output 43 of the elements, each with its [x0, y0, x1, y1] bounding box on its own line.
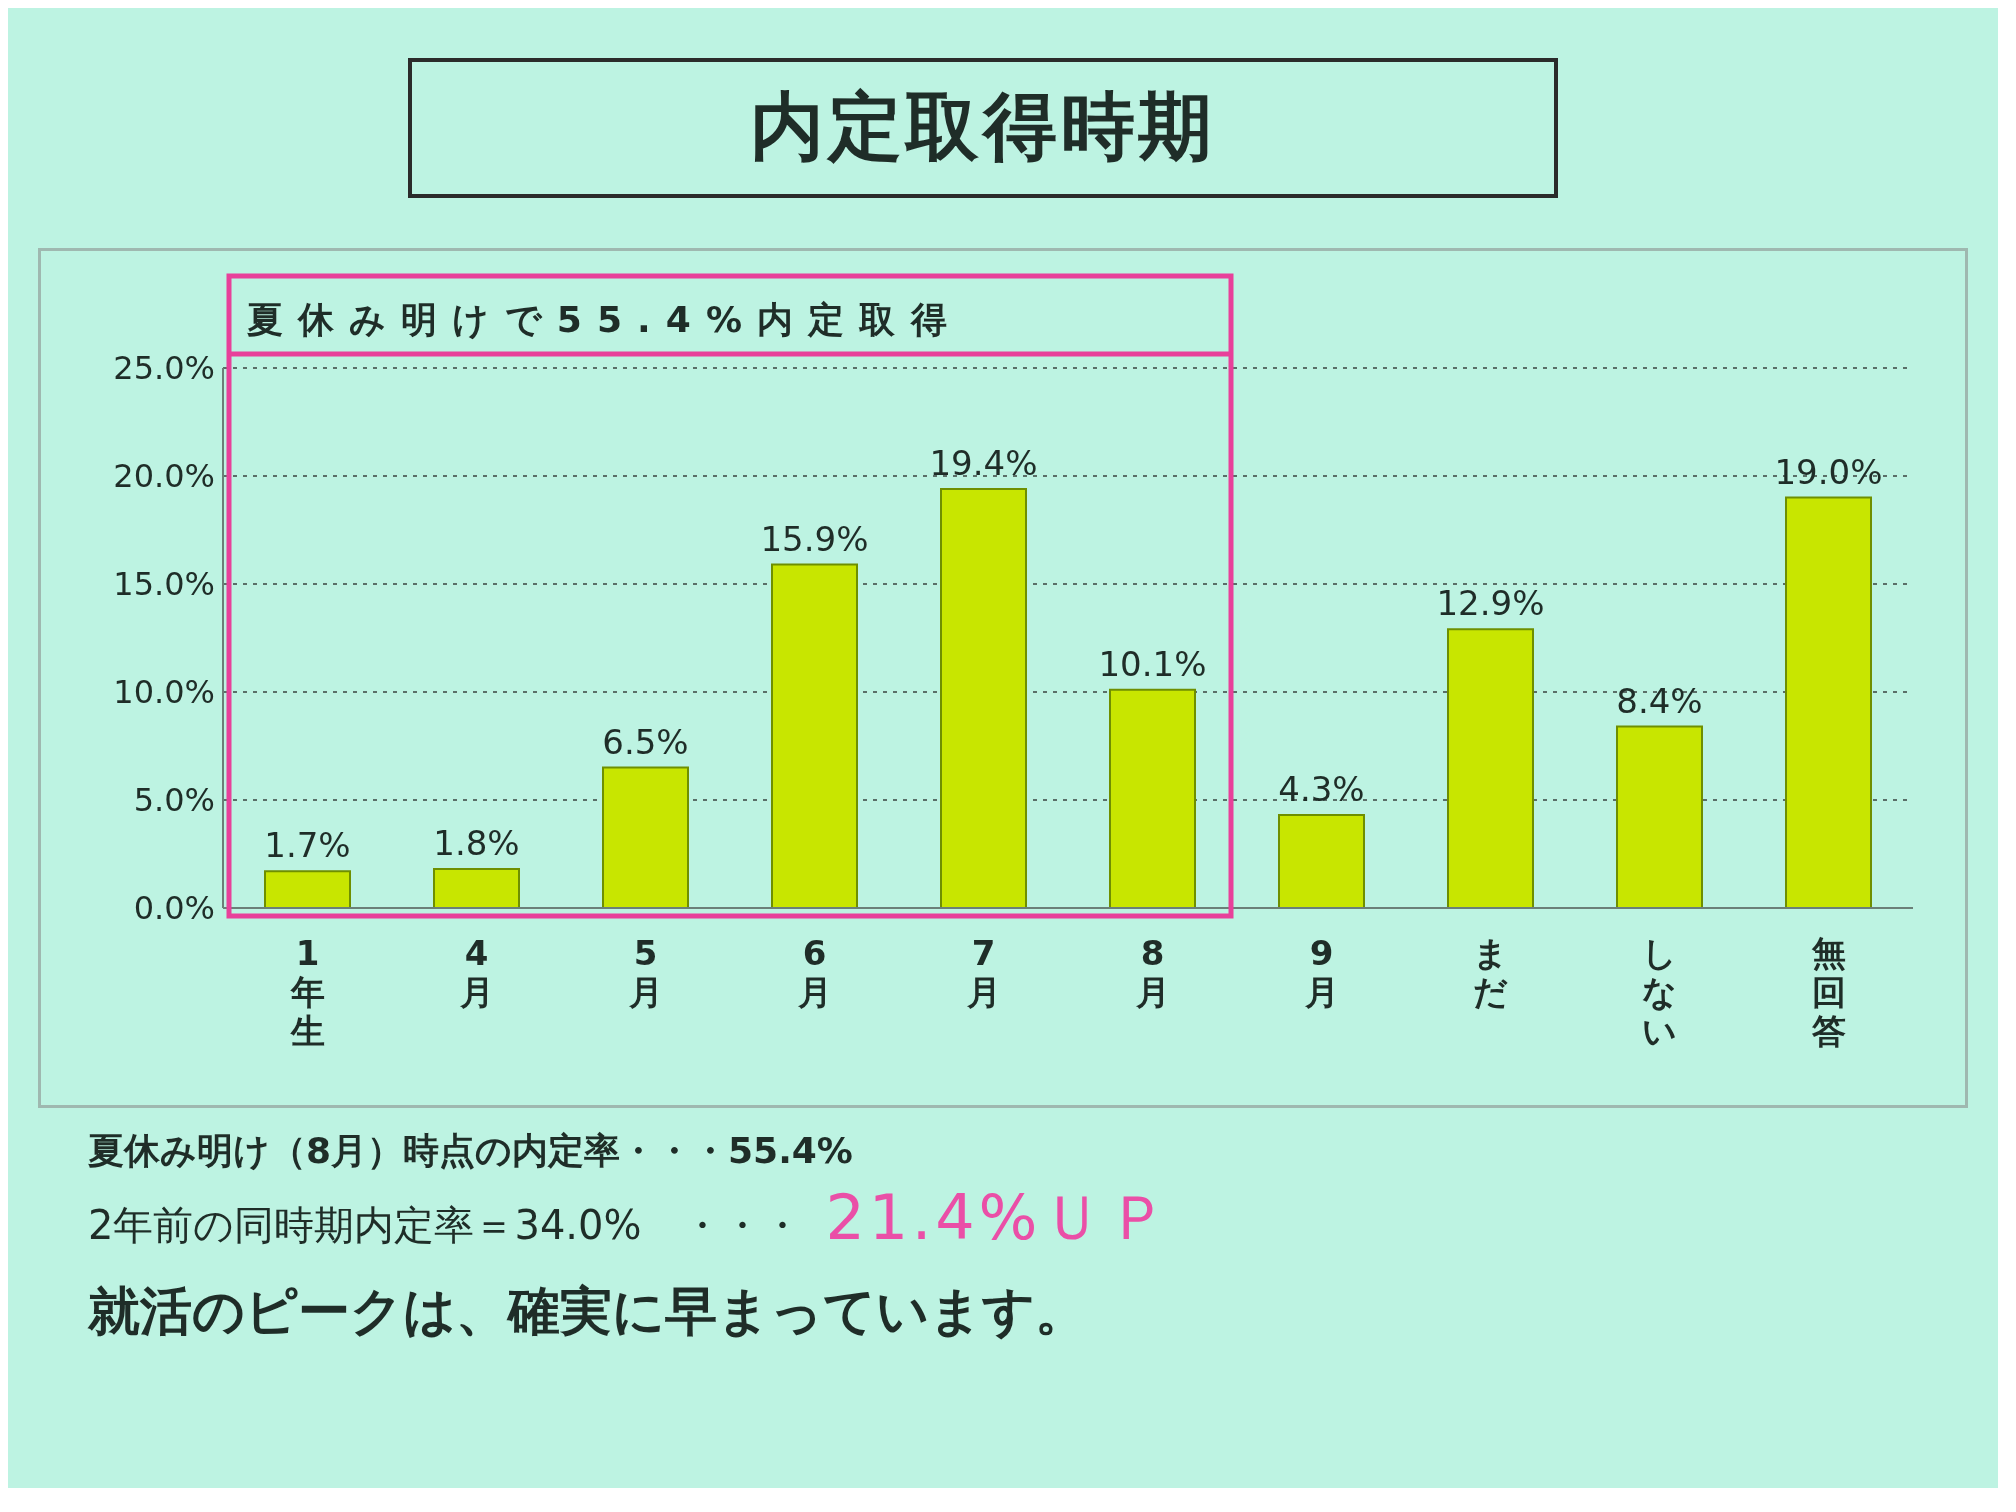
y-tick-label: 0.0%: [133, 889, 215, 928]
y-tick-label: 25.0%: [113, 349, 215, 388]
x-tick-label: 5月: [627, 932, 663, 1012]
bar: [264, 870, 351, 908]
bar: [1278, 814, 1365, 908]
bar: [771, 563, 858, 908]
bar: [433, 868, 520, 908]
chart-title: 内定取得時期: [749, 82, 1217, 171]
x-tick-label: 7月: [965, 932, 1001, 1012]
text: 夏休み明け（8月）時点の内定率・・・55.4%: [88, 1129, 854, 1173]
data-label: 15.9%: [760, 518, 869, 559]
data-label: 8.4%: [1616, 680, 1703, 721]
bar: [1109, 688, 1196, 908]
bar: [1447, 628, 1534, 908]
y-tick-label: 10.0%: [113, 673, 215, 712]
data-label: 12.9%: [1436, 583, 1545, 624]
x-tick-label: まだ: [1473, 932, 1508, 1012]
data-label: 4.3%: [1278, 769, 1365, 810]
bar: [1616, 725, 1703, 908]
y-tick-label: 20.0%: [113, 457, 215, 496]
x-tick-label: 9月: [1303, 932, 1339, 1012]
x-tick-label: 無回答: [1810, 932, 1846, 1051]
text: 2年前の同時期内定率＝34.0% ・・・: [88, 1201, 802, 1250]
x-tick-label: 8月: [1134, 932, 1170, 1012]
data-label: 6.5%: [602, 721, 689, 762]
x-tick-label: 4月: [458, 932, 494, 1012]
x-tick-label: 6月: [796, 932, 832, 1012]
data-label: 19.0%: [1774, 451, 1883, 492]
text: 就活のピークは、確実に早まっています。: [88, 1279, 1088, 1343]
data-label: 19.4%: [929, 442, 1038, 483]
y-tick-label: 5.0%: [133, 781, 215, 820]
data-label: 1.7%: [264, 825, 351, 866]
bar: [602, 766, 689, 908]
data-label: 10.1%: [1098, 643, 1207, 684]
bar: [1785, 496, 1872, 908]
bar: [940, 487, 1027, 908]
y-tick-label: 15.0%: [113, 565, 215, 604]
x-tick-label: 1年生: [289, 932, 325, 1051]
title-frame: 内定取得時期: [408, 58, 1558, 198]
text: 21.4%ＵＰ: [825, 1180, 1173, 1256]
data-label: 1.8%: [433, 823, 520, 864]
text: 夏休み明けで55.4%内定取得: [247, 299, 962, 340]
x-tick-label: しない: [1642, 932, 1677, 1051]
